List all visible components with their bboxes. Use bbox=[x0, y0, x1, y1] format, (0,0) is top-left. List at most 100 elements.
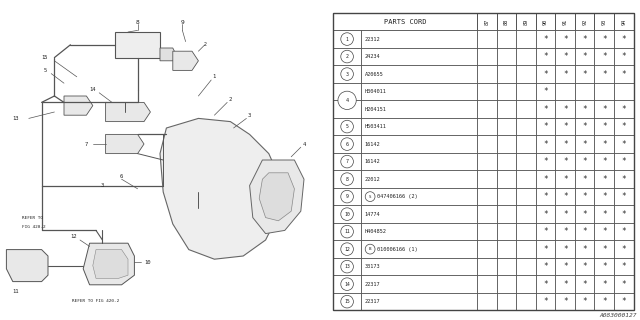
Text: 14: 14 bbox=[344, 282, 350, 287]
Text: 94: 94 bbox=[621, 19, 627, 25]
Text: *: * bbox=[582, 280, 587, 289]
Bar bbox=[497, 240, 516, 258]
Text: *: * bbox=[582, 262, 587, 271]
Bar bbox=[575, 118, 595, 135]
Text: *: * bbox=[563, 192, 568, 201]
Text: 16142: 16142 bbox=[365, 159, 380, 164]
Bar bbox=[556, 83, 575, 100]
Polygon shape bbox=[250, 160, 304, 234]
Bar bbox=[477, 276, 497, 293]
Bar bbox=[556, 188, 575, 205]
Circle shape bbox=[340, 33, 353, 45]
Text: REFER TO FIG 420-2: REFER TO FIG 420-2 bbox=[72, 299, 120, 303]
Bar bbox=[362, 48, 477, 65]
Circle shape bbox=[340, 243, 353, 255]
Text: *: * bbox=[563, 244, 568, 254]
Bar bbox=[536, 153, 556, 170]
Bar bbox=[556, 170, 575, 188]
Bar bbox=[333, 188, 362, 205]
Text: *: * bbox=[563, 140, 568, 148]
Bar bbox=[516, 118, 536, 135]
Text: 7: 7 bbox=[346, 159, 349, 164]
Bar bbox=[497, 48, 516, 65]
Bar bbox=[556, 48, 575, 65]
Text: *: * bbox=[621, 244, 626, 254]
Bar bbox=[333, 153, 362, 170]
Bar bbox=[536, 276, 556, 293]
Text: *: * bbox=[602, 122, 607, 131]
Text: *: * bbox=[582, 175, 587, 184]
Bar bbox=[614, 153, 634, 170]
Text: FIG 420-2: FIG 420-2 bbox=[22, 225, 46, 229]
Bar bbox=[477, 258, 497, 276]
Bar bbox=[516, 30, 536, 48]
Text: 13: 13 bbox=[13, 116, 19, 121]
Bar bbox=[477, 65, 497, 83]
Bar bbox=[536, 100, 556, 118]
Bar bbox=[516, 223, 536, 240]
Text: 8: 8 bbox=[346, 177, 349, 182]
Bar bbox=[536, 240, 556, 258]
Bar bbox=[575, 100, 595, 118]
Text: 22317: 22317 bbox=[365, 282, 380, 287]
Bar bbox=[595, 135, 614, 153]
Text: *: * bbox=[582, 69, 587, 79]
Bar bbox=[536, 205, 556, 223]
Text: 6: 6 bbox=[346, 141, 349, 147]
Bar bbox=[333, 240, 362, 258]
Text: 16142: 16142 bbox=[365, 141, 380, 147]
Bar bbox=[595, 118, 614, 135]
Bar bbox=[477, 100, 497, 118]
Bar bbox=[536, 83, 556, 100]
Bar bbox=[595, 30, 614, 48]
Bar bbox=[595, 205, 614, 223]
Bar bbox=[575, 65, 595, 83]
Bar bbox=[497, 65, 516, 83]
Bar bbox=[516, 240, 536, 258]
Text: 22012: 22012 bbox=[365, 177, 380, 182]
Bar bbox=[333, 118, 362, 135]
Text: *: * bbox=[621, 262, 626, 271]
Text: *: * bbox=[543, 175, 548, 184]
Circle shape bbox=[338, 91, 356, 109]
Text: *: * bbox=[621, 175, 626, 184]
Circle shape bbox=[340, 173, 353, 185]
Text: 1: 1 bbox=[346, 36, 349, 42]
Text: 6: 6 bbox=[120, 173, 124, 179]
Bar bbox=[333, 65, 362, 83]
Text: H503411: H503411 bbox=[365, 124, 387, 129]
Bar bbox=[614, 83, 634, 100]
Polygon shape bbox=[83, 243, 134, 285]
Text: 14774: 14774 bbox=[365, 212, 380, 217]
Text: *: * bbox=[582, 192, 587, 201]
Bar bbox=[614, 205, 634, 223]
Bar bbox=[595, 293, 614, 310]
Text: *: * bbox=[602, 227, 607, 236]
Bar bbox=[362, 170, 477, 188]
Text: *: * bbox=[621, 35, 626, 44]
Text: *: * bbox=[582, 210, 587, 219]
Bar bbox=[575, 276, 595, 293]
Bar bbox=[536, 258, 556, 276]
Text: 047406166 (2): 047406166 (2) bbox=[376, 194, 417, 199]
Bar bbox=[362, 153, 477, 170]
Bar bbox=[516, 135, 536, 153]
Bar bbox=[536, 118, 556, 135]
Bar bbox=[516, 65, 536, 83]
Bar bbox=[516, 100, 536, 118]
Bar bbox=[575, 30, 595, 48]
Text: *: * bbox=[563, 210, 568, 219]
Polygon shape bbox=[6, 250, 48, 282]
Bar bbox=[477, 205, 497, 223]
Text: *: * bbox=[543, 122, 548, 131]
Text: *: * bbox=[563, 52, 568, 61]
Text: 5: 5 bbox=[43, 68, 47, 73]
Text: *: * bbox=[563, 105, 568, 114]
Bar bbox=[536, 293, 556, 310]
Polygon shape bbox=[173, 51, 198, 70]
Bar bbox=[595, 188, 614, 205]
Bar bbox=[516, 13, 536, 30]
Bar bbox=[595, 258, 614, 276]
Bar bbox=[536, 170, 556, 188]
Circle shape bbox=[340, 155, 353, 168]
